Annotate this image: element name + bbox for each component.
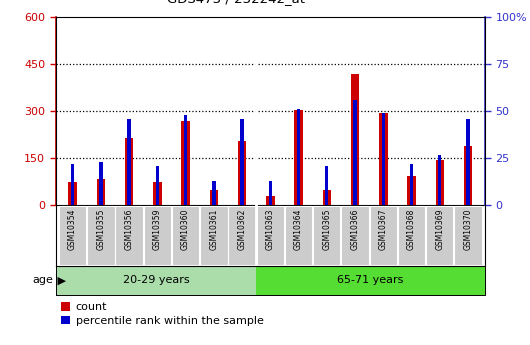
- Bar: [382, 113, 385, 205]
- Text: GSM10362: GSM10362: [237, 208, 246, 250]
- Bar: [436, 160, 444, 205]
- FancyBboxPatch shape: [87, 206, 114, 265]
- FancyBboxPatch shape: [454, 206, 482, 265]
- Bar: [71, 164, 74, 205]
- Bar: [464, 146, 472, 205]
- Text: GSM10365: GSM10365: [322, 208, 331, 250]
- Legend: count, percentile rank within the sample: count, percentile rank within the sample: [61, 302, 263, 326]
- Text: GDS473 / 232242_at: GDS473 / 232242_at: [167, 0, 305, 5]
- Bar: [153, 182, 162, 205]
- Bar: [212, 181, 216, 205]
- Bar: [297, 109, 300, 205]
- Text: GSM10364: GSM10364: [294, 208, 303, 250]
- FancyBboxPatch shape: [398, 206, 425, 265]
- Text: GSM10355: GSM10355: [96, 208, 105, 250]
- FancyBboxPatch shape: [144, 206, 171, 265]
- Bar: [325, 166, 329, 205]
- Bar: [125, 138, 134, 205]
- Bar: [410, 164, 413, 205]
- Bar: [323, 190, 331, 205]
- Bar: [99, 162, 102, 205]
- Bar: [56, 266, 256, 295]
- Text: GSM10370: GSM10370: [464, 208, 473, 250]
- Text: GSM10368: GSM10368: [407, 208, 416, 250]
- Bar: [256, 266, 485, 295]
- FancyBboxPatch shape: [285, 206, 312, 265]
- FancyBboxPatch shape: [257, 206, 284, 265]
- Bar: [184, 115, 187, 205]
- Bar: [241, 119, 244, 205]
- Bar: [209, 190, 218, 205]
- Text: GSM10361: GSM10361: [209, 208, 218, 250]
- Text: GSM10354: GSM10354: [68, 208, 77, 250]
- FancyBboxPatch shape: [313, 206, 340, 265]
- Bar: [156, 166, 159, 205]
- FancyBboxPatch shape: [228, 206, 256, 265]
- FancyBboxPatch shape: [200, 206, 227, 265]
- FancyBboxPatch shape: [59, 206, 86, 265]
- Bar: [269, 181, 272, 205]
- FancyBboxPatch shape: [172, 206, 199, 265]
- Bar: [466, 119, 470, 205]
- FancyBboxPatch shape: [369, 206, 397, 265]
- Bar: [438, 155, 441, 205]
- Text: GSM10356: GSM10356: [125, 208, 134, 250]
- Text: GSM10367: GSM10367: [379, 208, 388, 250]
- Bar: [68, 182, 77, 205]
- Text: GSM10360: GSM10360: [181, 208, 190, 250]
- Bar: [351, 74, 359, 205]
- Bar: [294, 110, 303, 205]
- Text: 65-71 years: 65-71 years: [338, 275, 404, 285]
- FancyBboxPatch shape: [426, 206, 454, 265]
- Text: GSM10359: GSM10359: [153, 208, 162, 250]
- Bar: [238, 141, 246, 205]
- Bar: [181, 121, 190, 205]
- Bar: [266, 196, 275, 205]
- FancyBboxPatch shape: [341, 206, 369, 265]
- FancyBboxPatch shape: [116, 206, 143, 265]
- Text: 20-29 years: 20-29 years: [122, 275, 189, 285]
- Text: GSM10363: GSM10363: [266, 208, 275, 250]
- Text: age: age: [32, 275, 53, 285]
- Bar: [379, 113, 387, 205]
- Text: ▶: ▶: [54, 275, 66, 285]
- Text: GSM10366: GSM10366: [350, 208, 359, 250]
- Bar: [354, 100, 357, 205]
- Bar: [127, 119, 131, 205]
- Text: GSM10369: GSM10369: [435, 208, 444, 250]
- Bar: [407, 176, 416, 205]
- Bar: [96, 179, 105, 205]
